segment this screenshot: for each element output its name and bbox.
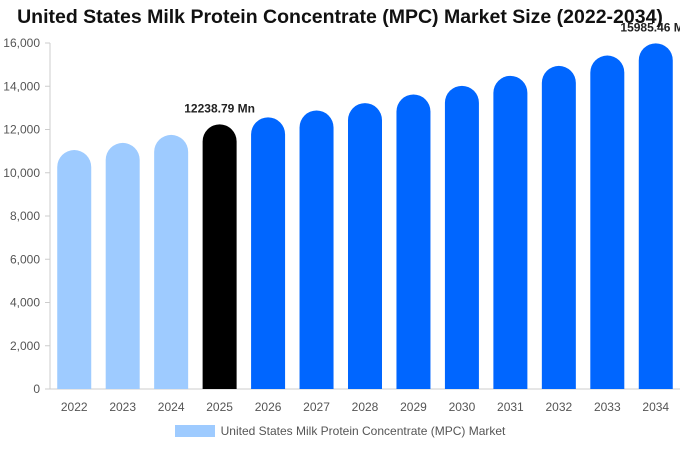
chart-title: United States Milk Protein Concentrate (…: [17, 6, 663, 28]
bar-2034[interactable]: [638, 43, 673, 390]
bar-2027[interactable]: [299, 110, 334, 389]
bar-2024[interactable]: [154, 134, 189, 389]
data-labels: 12238.79 Mn 15985.46 Mn: [184, 20, 680, 115]
bar-2033[interactable]: [590, 55, 625, 389]
data-label-2034: 15985.46 Mn: [620, 20, 680, 34]
x-tick-label: 2029: [400, 400, 427, 414]
y-axis: 0 2,000 4,000 6,000 8,000 10,000 12,000 14,000 1…: [3, 36, 51, 396]
bar-2028[interactable]: [348, 103, 382, 390]
y-tick-label: 14,000: [3, 79, 40, 93]
x-tick-label: 2027: [303, 400, 330, 414]
y-tick-label: 0: [33, 382, 40, 396]
x-tick-label: 2026: [255, 400, 282, 414]
bar-2029[interactable]: [396, 94, 431, 390]
legend[interactable]: United States Milk Protein Concentrate (…: [0, 424, 680, 438]
x-tick-label: 2023: [109, 400, 136, 414]
bar-2030[interactable]: [444, 85, 479, 389]
y-tick-label: 10,000: [3, 166, 40, 180]
x-tick-label: 2032: [545, 400, 572, 414]
legend-label: United States Milk Protein Concentrate (…: [220, 424, 506, 438]
y-tick-label: 12,000: [3, 123, 40, 137]
y-tick-label: 2,000: [10, 339, 40, 353]
data-label-2025: 12238.79 Mn: [184, 101, 255, 115]
x-tick-label: 2028: [352, 400, 379, 414]
x-tick-label: 2031: [497, 400, 524, 414]
y-tick-label: 16,000: [3, 36, 40, 50]
y-tick-label: 6,000: [10, 252, 40, 266]
bar-2022[interactable]: [57, 150, 92, 389]
bar-2025[interactable]: [202, 124, 237, 389]
y-tick-label: 8,000: [10, 209, 40, 223]
legend-swatch: [174, 425, 215, 437]
bar-2032[interactable]: [541, 65, 576, 390]
bar-2026[interactable]: [251, 117, 286, 390]
x-tick-label: 2024: [158, 400, 185, 414]
x-axis: 2022 2023 2024 2025 2026 2027 2028 2029 2030 2031…: [50, 388, 680, 414]
x-tick-label: 2033: [594, 400, 621, 414]
x-tick-label: 2022: [61, 400, 88, 414]
x-tick-label: 2025: [206, 400, 233, 414]
y-tick-label: 4,000: [10, 296, 40, 310]
bar-2023[interactable]: [105, 142, 140, 389]
bars: [57, 43, 673, 390]
bar-2031[interactable]: [493, 75, 528, 389]
x-tick-label: 2034: [642, 400, 669, 414]
x-tick-label: 2030: [449, 400, 476, 414]
